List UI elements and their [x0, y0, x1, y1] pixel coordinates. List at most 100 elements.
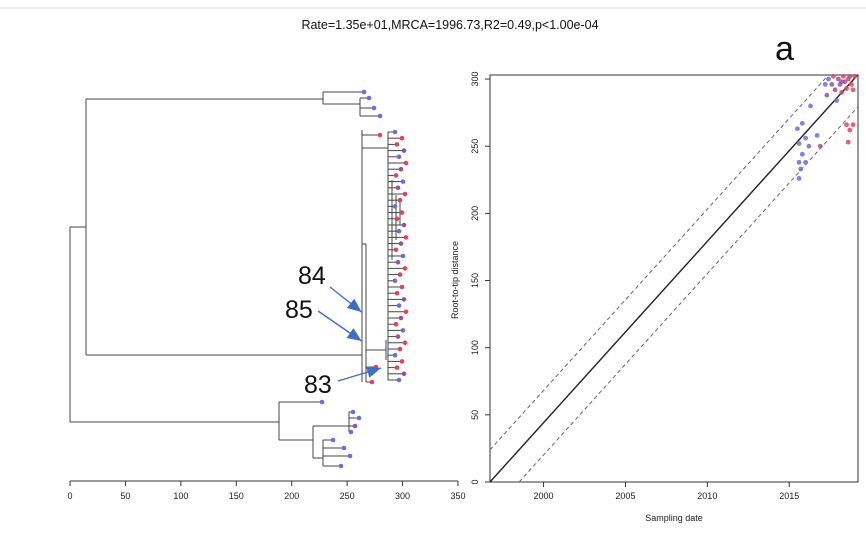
tree-tip [356, 415, 362, 421]
tree-tip [350, 409, 356, 415]
tree-tip [393, 321, 399, 327]
y-tick-label: 100 [470, 340, 480, 355]
data-point [845, 139, 851, 145]
scatter-x-axis: 2000 2005 2010 2015 [534, 482, 799, 501]
tree-tip [399, 284, 405, 290]
node-callouts: 84 85 83 [285, 262, 382, 399]
tree-tip [401, 148, 407, 153]
data-point [834, 98, 840, 103]
data-point [847, 73, 853, 79]
data-point [806, 143, 812, 149]
tree-tip [369, 379, 375, 385]
tree-x-tick-label: 300 [395, 491, 410, 501]
tree-tip [399, 359, 405, 364]
data-point [844, 86, 849, 91]
tree-tip [348, 429, 354, 435]
tree-tip [394, 216, 400, 222]
data-point [852, 73, 858, 79]
scatter-points [795, 73, 858, 181]
tree-tip [396, 377, 402, 383]
tree-tip [400, 253, 406, 259]
tree-x-tick-label: 100 [173, 491, 188, 501]
callout-84-arrow-head [346, 298, 362, 312]
tree-tip [403, 309, 409, 315]
y-axis-label: Root-to-tip distance [450, 241, 460, 319]
tree-tip [401, 371, 407, 377]
tree-tip [394, 142, 400, 147]
data-point [850, 122, 856, 128]
y-tick-label: 300 [470, 72, 480, 87]
panel-label: a [775, 30, 794, 68]
data-point [839, 90, 845, 95]
tree-tip [397, 197, 403, 203]
y-tick-label: 250 [470, 139, 480, 154]
tree-tip [330, 437, 336, 443]
x-tick-label: 2005 [615, 491, 635, 501]
data-point [799, 120, 805, 126]
data-point [850, 87, 856, 93]
data-point [808, 103, 813, 109]
tree-x-tick-label: 150 [229, 491, 244, 501]
data-point [822, 82, 828, 87]
data-point [835, 76, 841, 82]
data-point [824, 92, 830, 98]
tree-x-tick-label: 50 [120, 491, 130, 501]
tree-tip [392, 129, 398, 135]
data-point [847, 127, 853, 133]
upper-confidence-line [489, 74, 829, 451]
callout-85-label: 85 [285, 296, 313, 324]
scatter-y-axis: 0 50 100 150 200 250 300 [470, 72, 490, 485]
tree-tip [397, 272, 403, 277]
tree-tip [392, 204, 398, 209]
phylogenetic-tree: 0 50 100 150 200 250 300 350 84 85 83 [67, 89, 466, 501]
plot-frame [489, 74, 859, 483]
tree-tip [392, 278, 398, 284]
y-tick-label: 0 [470, 479, 480, 484]
y-tick-label: 50 [470, 410, 480, 420]
tree-tip [403, 160, 409, 166]
tree-tip [396, 228, 402, 234]
data-point [803, 159, 808, 165]
tree-tip [393, 173, 399, 178]
tree-tip [361, 89, 367, 95]
y-tick-label: 150 [470, 273, 480, 288]
callout-83-label: 83 [304, 371, 332, 399]
data-point [796, 176, 802, 181]
callout-85-arrow-head [346, 328, 362, 341]
tree-tip [394, 290, 400, 296]
tree-tip [377, 132, 383, 138]
data-point [840, 73, 846, 79]
tree-tip [338, 463, 344, 469]
tree-tip [402, 266, 408, 271]
tree-x-tick-label: 0 [67, 491, 72, 501]
data-point [829, 82, 835, 87]
tree-tip [393, 247, 399, 253]
tree-tip [402, 191, 408, 197]
data-point [831, 73, 836, 79]
tree-tip [400, 179, 406, 184]
x-tick-label: 2015 [779, 491, 799, 501]
data-point [796, 159, 802, 165]
tree-tip [395, 334, 401, 339]
tree-tip [371, 105, 377, 111]
x-axis-label: Sampling date [645, 513, 703, 523]
tree-tip [401, 297, 407, 302]
tree-tip [400, 328, 406, 333]
tree-tip [398, 315, 404, 321]
x-tick-label: 2010 [697, 491, 717, 501]
tree-tip [399, 135, 405, 141]
root-to-tip-scatter: 2000 2005 2010 2015 0 50 100 150 200 250 300 Samp… [450, 72, 859, 523]
data-point [803, 135, 808, 141]
tree-tip [319, 399, 325, 405]
tree-tip [347, 453, 353, 459]
tree-tip [396, 154, 402, 160]
tree-x-tick-label: 250 [340, 491, 355, 501]
tree-tip [366, 95, 372, 101]
data-point [844, 122, 849, 128]
tree-branches [69, 91, 406, 467]
tree-tip [394, 365, 400, 370]
callout-83-arrow-head [365, 366, 382, 378]
tree-tip [392, 352, 398, 358]
tree-tip [396, 303, 402, 308]
